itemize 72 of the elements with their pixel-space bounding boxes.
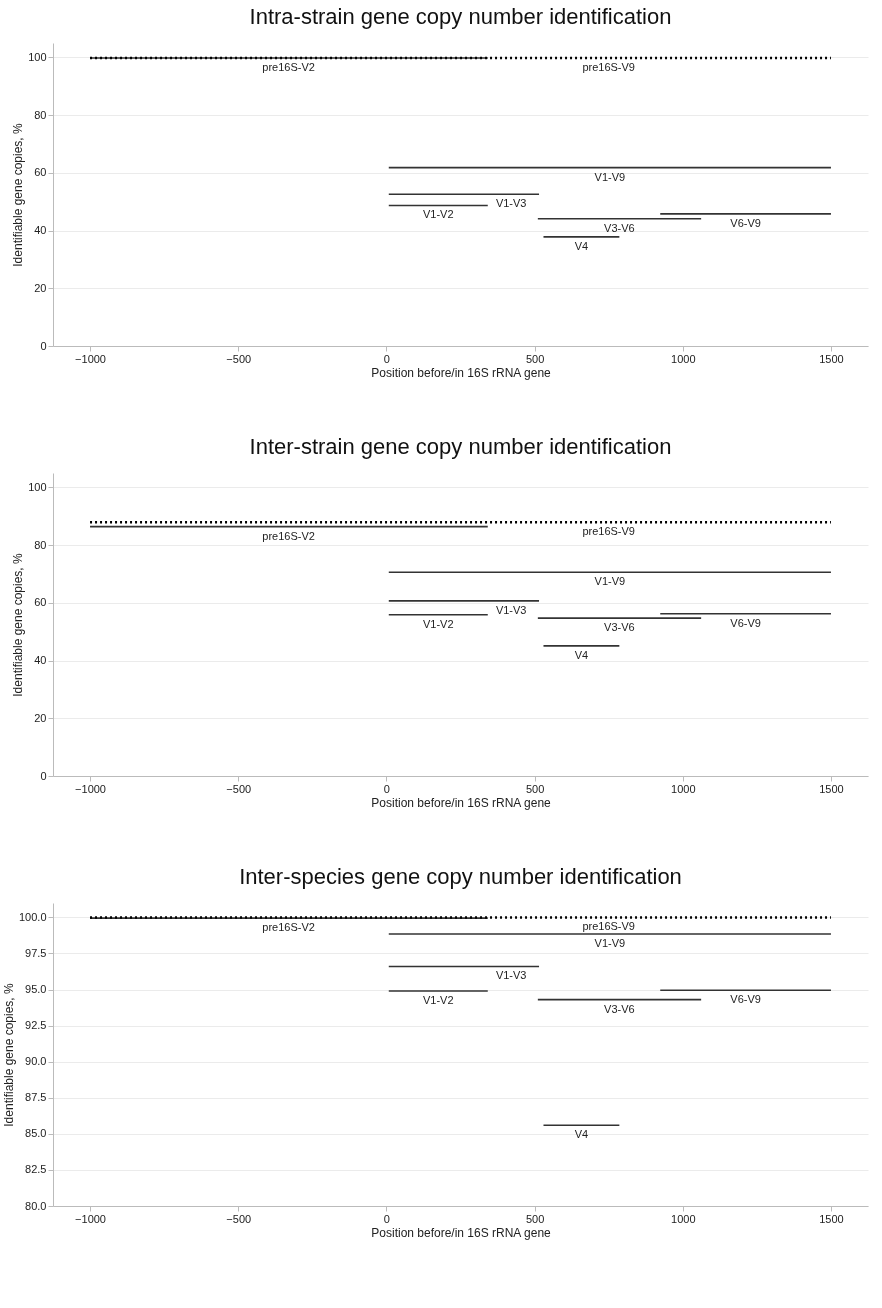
annotation: pre16S-V2	[262, 61, 315, 74]
y-tick-label: 0	[40, 339, 47, 352]
chart-title: Intra-strain gene copy number identification	[249, 4, 672, 29]
x-axis-title: Position before/in 16S rRNA gene	[371, 365, 552, 380]
x-tick-label: −500	[226, 1212, 252, 1225]
annotation: V1-V9	[594, 170, 626, 183]
x-tick-label: 1500	[819, 352, 844, 365]
chart-title: Inter-species gene copy number identification	[239, 864, 682, 889]
annotation: V1-V2	[422, 994, 454, 1007]
annotation: V1-V3	[495, 197, 527, 210]
x-tick-label: 1000	[671, 782, 696, 795]
x-tick-label: −1000	[75, 782, 106, 795]
annotation: V6-V9	[730, 616, 761, 629]
x-tick-label: 0	[383, 782, 390, 795]
x-tick-label: 1000	[671, 352, 696, 365]
x-tick-label: −500	[226, 782, 252, 795]
y-tick-label: 95.0	[25, 983, 47, 996]
y-tick-label: 20	[34, 711, 47, 724]
x-tick-label: 1500	[819, 782, 844, 795]
annotation: pre16S-V9	[582, 920, 635, 933]
annotation: V4	[574, 1128, 589, 1141]
chart-title: Inter-strain gene copy number identification	[249, 434, 672, 459]
y-tick-label: 87.5	[25, 1091, 47, 1104]
x-tick-label: 500	[525, 1212, 545, 1225]
x-tick-label: 0	[383, 352, 390, 365]
y-tick-label: 100	[28, 480, 47, 493]
y-tick-label: 82.5	[25, 1163, 47, 1176]
y-tick-label: 90.0	[25, 1055, 47, 1068]
annotation: V1-V9	[594, 575, 626, 588]
annotation: V4	[574, 239, 589, 252]
annotation: V3-V6	[604, 621, 635, 634]
x-tick-label: −500	[226, 352, 252, 365]
annotation: V1-V2	[422, 208, 454, 221]
x-tick-label: 500	[525, 352, 545, 365]
annotation: V1-V3	[495, 603, 527, 616]
annotation: V1-V3	[495, 969, 527, 982]
annotation: V1-V9	[594, 937, 626, 950]
y-tick-label: 100	[28, 50, 47, 63]
y-tick-label: 60	[34, 596, 47, 609]
annotation: pre16S-V9	[582, 525, 635, 538]
x-axis-title: Position before/in 16S rRNA gene	[371, 1225, 552, 1240]
x-tick-label: 0	[383, 1212, 390, 1225]
y-tick-label: 80	[34, 538, 47, 551]
x-tick-label: 1500	[819, 1212, 844, 1225]
annotation: V1-V2	[422, 617, 454, 630]
y-tick-label: 97.5	[25, 947, 47, 959]
x-tick-label: 1000	[671, 1212, 696, 1225]
annotation: V3-V6	[604, 221, 635, 234]
x-tick-label: −1000	[75, 1212, 106, 1225]
y-tick-label: 60	[34, 166, 47, 179]
x-tick-label: −1000	[75, 352, 106, 365]
annotation: pre16S-V2	[262, 529, 315, 542]
y-tick-label: 80	[34, 108, 47, 121]
y-axis-title: Identifiable gene copies, %	[1, 982, 16, 1127]
annotation: V6-V9	[730, 993, 761, 1006]
y-tick-label: 40	[34, 654, 47, 667]
y-tick-label: 100.0	[18, 910, 47, 923]
annotation: V3-V6	[604, 1002, 635, 1015]
y-tick-label: 80.0	[25, 1199, 47, 1212]
x-axis-title: Position before/in 16S rRNA gene	[371, 795, 552, 810]
annotation: V6-V9	[730, 216, 761, 229]
y-tick-label: 92.5	[25, 1019, 47, 1032]
annotation: pre16S-V2	[262, 921, 315, 934]
y-axis-title: Identifiable gene copies, %	[11, 122, 26, 267]
y-tick-label: 40	[34, 224, 47, 237]
y-tick-label: 85.0	[25, 1127, 47, 1140]
annotation: pre16S-V9	[582, 61, 635, 74]
annotation: V4	[574, 648, 589, 661]
y-tick-label: 20	[34, 281, 47, 294]
y-tick-label: 0	[40, 769, 47, 782]
x-tick-label: 500	[525, 782, 545, 795]
y-axis-title: Identifiable gene copies, %	[11, 552, 26, 697]
